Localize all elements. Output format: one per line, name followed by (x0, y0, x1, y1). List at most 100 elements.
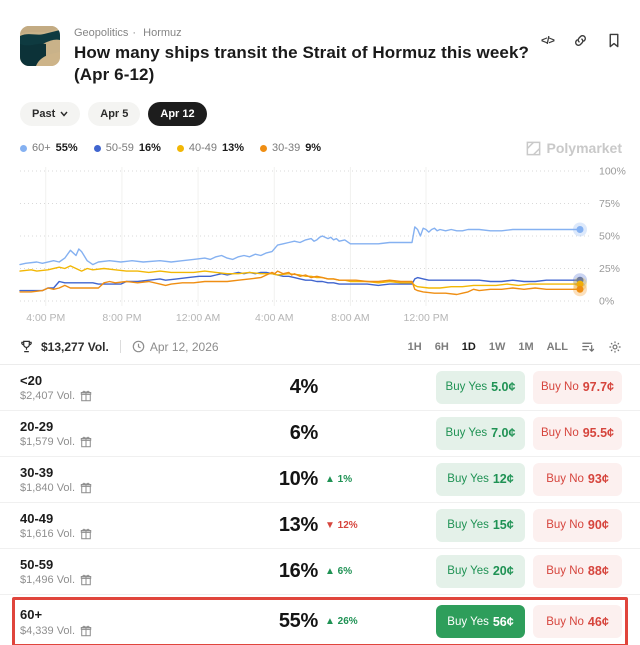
copy-link-icon[interactable] (572, 32, 589, 49)
legend-item-50-59: 50-59 16% (93, 142, 161, 154)
buy-yes-button[interactable]: Buy Yes 20¢ (436, 554, 525, 588)
outcome-volume: $1,496 Vol. (20, 574, 76, 587)
svg-text:8:00 AM: 8:00 AM (331, 312, 370, 324)
legend-dot (260, 144, 268, 152)
range-selector: 1H 6H 1D 1W 1M ALL (408, 340, 622, 354)
sort-order-icon[interactable] (581, 340, 595, 353)
legend-item-40-49: 40-49 13% (176, 142, 244, 154)
market-avatar (20, 26, 60, 66)
outcome-row-60plus[interactable]: 60+ $4,339 Vol. 55% ▲ 26% Buy Yes 56¢ Buy… (15, 599, 625, 644)
outcome-row-20-29[interactable]: 20-29 $1,579 Vol. 6% Buy Yes 7.0¢ Buy No 9… (0, 410, 640, 457)
tab-apr-12[interactable]: Apr 12 (148, 101, 207, 126)
section-divider (0, 363, 640, 365)
legend-dot (176, 144, 184, 152)
buy-yes-button[interactable]: Buy Yes 7.0¢ (436, 416, 525, 450)
svg-text:12:00 AM: 12:00 AM (176, 312, 220, 324)
outcomes-table: <20 $2,407 Vol. 4% Buy Yes 5.0¢ Buy No 97.… (0, 364, 640, 645)
outcome-volume: $1,616 Vol. (20, 528, 76, 541)
outcome-probability: 10% (278, 467, 318, 490)
clock-icon (132, 340, 145, 353)
probability-change: ▼ 12% (325, 519, 358, 531)
range-1w[interactable]: 1W (488, 340, 506, 353)
outcome-name: 50-59 (20, 556, 54, 572)
outcome-probability: 16% (278, 559, 318, 582)
chevron-down-icon (60, 111, 68, 117)
tab-past-dropdown[interactable]: Past (20, 101, 81, 126)
market-header: Geopolitics · Hormuz How many ships trans… (0, 0, 640, 86)
outcome-probability: 13% (278, 513, 318, 536)
buy-no-button[interactable]: Buy No 90¢ (533, 508, 622, 542)
volume-stat: $13,277 Vol. (41, 339, 109, 354)
buy-no-button[interactable]: Buy No 95.5¢ (533, 416, 622, 450)
outcome-row-50-59[interactable]: 50-59 $1,496 Vol. 16% ▲ 6% Buy Yes 20¢ Bu… (0, 548, 640, 595)
svg-text:100%: 100% (599, 165, 626, 177)
polymarket-logo-icon (526, 141, 540, 155)
range-1h[interactable]: 1H (407, 340, 422, 353)
stat-divider (119, 340, 121, 353)
outcome-name: 40-49 (20, 510, 54, 526)
outcome-name: 60+ (20, 607, 43, 623)
legend-item-30-39: 30-39 9% (260, 142, 321, 154)
probability-change: ▲ 1% (325, 473, 353, 485)
probability-change: ▲ 26% (325, 616, 358, 627)
svg-text:25%: 25% (599, 263, 620, 275)
svg-text:4:00 AM: 4:00 AM (255, 312, 294, 324)
buy-no-button[interactable]: Buy No 97.7¢ (533, 370, 622, 404)
outcome-volume: $2,407 Vol. (20, 390, 76, 403)
price-chart[interactable]: 4:00 PM 8:00 PM 12:00 AM 4:00 AM 8:00 AM 12:0… (0, 157, 640, 334)
polymarket-watermark: Polymarket (525, 140, 622, 157)
buy-yes-button[interactable]: Buy Yes 15¢ (436, 508, 525, 542)
gift-icon[interactable] (80, 574, 92, 586)
outcome-probability: 55% (278, 610, 318, 632)
breadcrumb-topic[interactable]: Hormuz (143, 27, 182, 39)
buy-no-button[interactable]: Buy No 46¢ (533, 605, 622, 638)
outcome-name: 20-29 (20, 418, 54, 434)
legend-dot (20, 144, 27, 152)
svg-text:75%: 75% (599, 198, 620, 210)
gift-icon[interactable] (80, 528, 92, 540)
breadcrumb: Geopolitics · Hormuz (74, 27, 539, 39)
svg-text:0%: 0% (599, 295, 614, 307)
range-all[interactable]: ALL (546, 340, 568, 353)
gift-icon[interactable] (80, 436, 92, 448)
outcome-volume: $1,840 Vol. (20, 482, 76, 495)
svg-text:12:00 PM: 12:00 PM (404, 312, 449, 324)
outcome-name: 30-39 (20, 464, 54, 480)
range-1m[interactable]: 1M (518, 340, 534, 353)
outcome-row-lt20[interactable]: <20 $2,407 Vol. 4% Buy Yes 5.0¢ Buy No 97.… (0, 364, 640, 411)
svg-text:50%: 50% (599, 230, 620, 242)
bookmark-icon[interactable] (605, 32, 622, 49)
buy-yes-button[interactable]: Buy Yes 12¢ (436, 462, 525, 496)
outcome-probability: 6% (289, 421, 319, 444)
legend-dot (93, 144, 101, 152)
outcome-probability: 4% (289, 375, 319, 398)
buy-yes-button[interactable]: Buy Yes 56¢ (436, 605, 525, 638)
range-1d[interactable]: 1D (461, 340, 476, 353)
svg-text:8:00 PM: 8:00 PM (102, 312, 141, 324)
breadcrumb-category[interactable]: Geopolitics (74, 27, 129, 39)
gear-icon[interactable] (608, 340, 622, 354)
buy-no-button[interactable]: Buy No 93¢ (533, 462, 622, 496)
chart-legend: 60+ 55% 50-59 16% 40-49 13% 30-39 9% (20, 142, 525, 154)
buy-yes-button[interactable]: Buy Yes 5.0¢ (436, 370, 525, 404)
svg-text:4:00 PM: 4:00 PM (26, 312, 65, 324)
price-chart-svg[interactable]: 4:00 PM 8:00 PM 12:00 AM 4:00 AM 8:00 AM 12:0… (18, 163, 626, 329)
outcome-volume: $1,579 Vol. (20, 436, 76, 449)
probability-change: ▲ 6% (325, 565, 353, 577)
outcome-row-40-49[interactable]: 40-49 $1,616 Vol. 13% ▼ 12% Buy Yes 15¢ B… (0, 502, 640, 549)
outcome-row-30-39[interactable]: 30-39 $1,840 Vol. 10% ▲ 1% Buy Yes 12¢ Bu… (0, 456, 640, 503)
breadcrumb-separator: · (132, 27, 137, 39)
date-stat: Apr 12, 2026 (132, 340, 219, 354)
range-6h[interactable]: 6H (434, 340, 449, 353)
gift-icon[interactable] (80, 390, 92, 402)
chart-toolbar: $13,277 Vol. Apr 12, 2026 1H 6H 1D 1W 1M… (0, 334, 640, 364)
gift-icon[interactable] (80, 625, 92, 637)
trophy-icon (21, 340, 32, 353)
date-tabs: Past Apr 5 Apr 12 (0, 86, 640, 126)
outcome-volume: $4,339 Vol. (20, 624, 76, 637)
embed-icon[interactable]: </> (541, 34, 555, 47)
gift-icon[interactable] (80, 482, 92, 494)
tab-apr-5[interactable]: Apr 5 (88, 101, 141, 126)
strait-satellite-image (20, 26, 60, 66)
buy-no-button[interactable]: Buy No 88¢ (533, 554, 622, 588)
